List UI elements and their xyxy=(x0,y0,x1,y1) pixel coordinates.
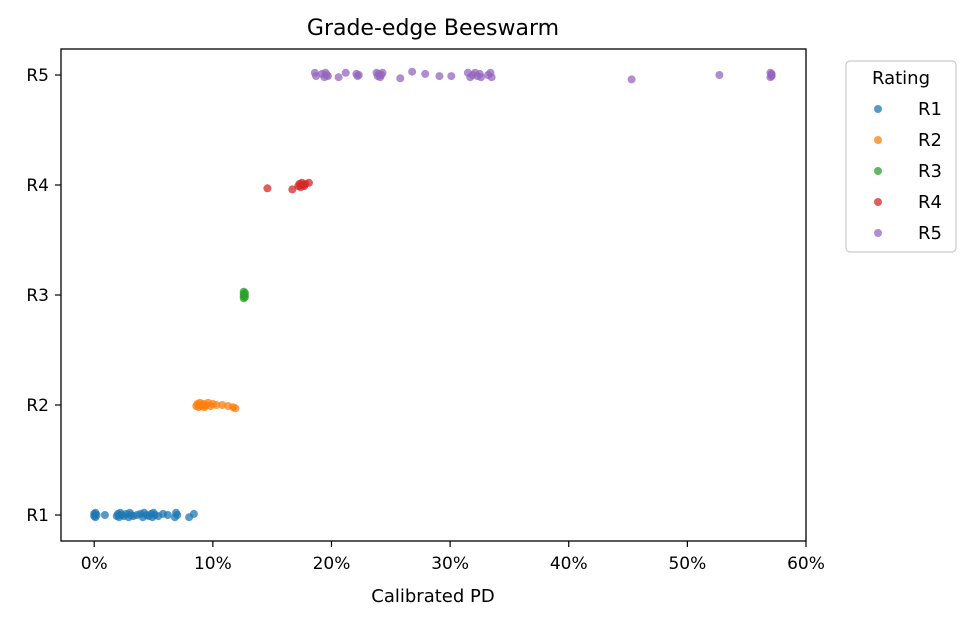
legend-marker xyxy=(874,167,882,175)
data-point xyxy=(341,68,350,77)
data-point xyxy=(627,75,636,84)
legend-marker xyxy=(874,136,882,144)
y-tick-label: R3 xyxy=(26,286,49,306)
data-point xyxy=(218,401,227,409)
x-tick-label: 50% xyxy=(668,554,706,574)
x-tick-label: 0% xyxy=(81,554,108,574)
x-tick-label: 40% xyxy=(550,554,588,574)
data-point xyxy=(354,71,363,79)
data-point xyxy=(487,73,496,82)
data-point xyxy=(163,511,172,519)
legend-item-r2: R2 xyxy=(874,130,942,151)
data-point xyxy=(435,72,444,81)
series-r3 xyxy=(239,287,249,303)
data-point xyxy=(767,69,776,78)
data-point xyxy=(173,511,182,519)
y-axis-ticks: R1 R2 R3 R4 R5 xyxy=(26,66,61,526)
legend-label: R3 xyxy=(918,161,942,182)
data-point xyxy=(240,288,249,297)
data-point xyxy=(334,73,343,82)
x-tick-label: 30% xyxy=(431,554,469,574)
y-tick-label: R1 xyxy=(26,506,49,526)
data-point xyxy=(447,72,456,81)
x-axis-label: Calibrated PD xyxy=(371,586,494,607)
data-point xyxy=(92,511,101,519)
data-point xyxy=(476,73,485,82)
y-tick-label: R4 xyxy=(26,176,49,196)
legend-marker xyxy=(874,198,882,206)
legend-item-r3: R3 xyxy=(874,161,942,182)
data-point xyxy=(304,178,313,187)
legend-label: R5 xyxy=(918,223,942,244)
series-r2 xyxy=(192,398,240,413)
legend: Rating R1 R2 R3 R4 R5 xyxy=(845,60,957,253)
data-point xyxy=(715,71,724,79)
data-point xyxy=(408,67,417,76)
legend-label: R1 xyxy=(918,99,942,120)
data-point xyxy=(212,401,221,409)
data-points xyxy=(90,67,776,522)
legend-title: Rating xyxy=(872,68,930,89)
data-point xyxy=(100,511,109,519)
legend-marker xyxy=(874,229,882,237)
legend-box xyxy=(845,60,957,253)
y-tick-label: R2 xyxy=(26,396,49,416)
series-r5 xyxy=(310,67,776,84)
x-tick-label: 60% xyxy=(787,554,825,574)
chart-title: Grade-edge Beeswarm xyxy=(307,16,559,41)
x-tick-label: 20% xyxy=(313,554,351,574)
data-point xyxy=(288,185,297,194)
data-point xyxy=(378,68,387,77)
legend-item-r5: R5 xyxy=(874,223,942,244)
y-tick-label: R5 xyxy=(26,66,49,86)
legend-marker xyxy=(874,105,882,113)
legend-item-r4: R4 xyxy=(874,192,942,213)
data-point xyxy=(231,404,240,413)
legend-label: R2 xyxy=(918,130,942,151)
series-r4 xyxy=(263,178,313,194)
legend-label: R4 xyxy=(918,192,942,213)
data-point xyxy=(396,74,405,83)
x-tick-label: 10% xyxy=(194,554,232,574)
data-point xyxy=(189,509,198,518)
data-point xyxy=(323,72,332,81)
legend-items: R1 R2 R3 R4 R5 xyxy=(874,99,942,244)
data-point xyxy=(421,69,430,78)
series-r1 xyxy=(90,508,198,522)
x-axis-ticks: 0% 10% 20% 30% 40% 50% 60% xyxy=(81,541,825,574)
legend-item-r1: R1 xyxy=(874,99,942,120)
plot-frame xyxy=(60,48,807,542)
data-point xyxy=(263,184,272,193)
